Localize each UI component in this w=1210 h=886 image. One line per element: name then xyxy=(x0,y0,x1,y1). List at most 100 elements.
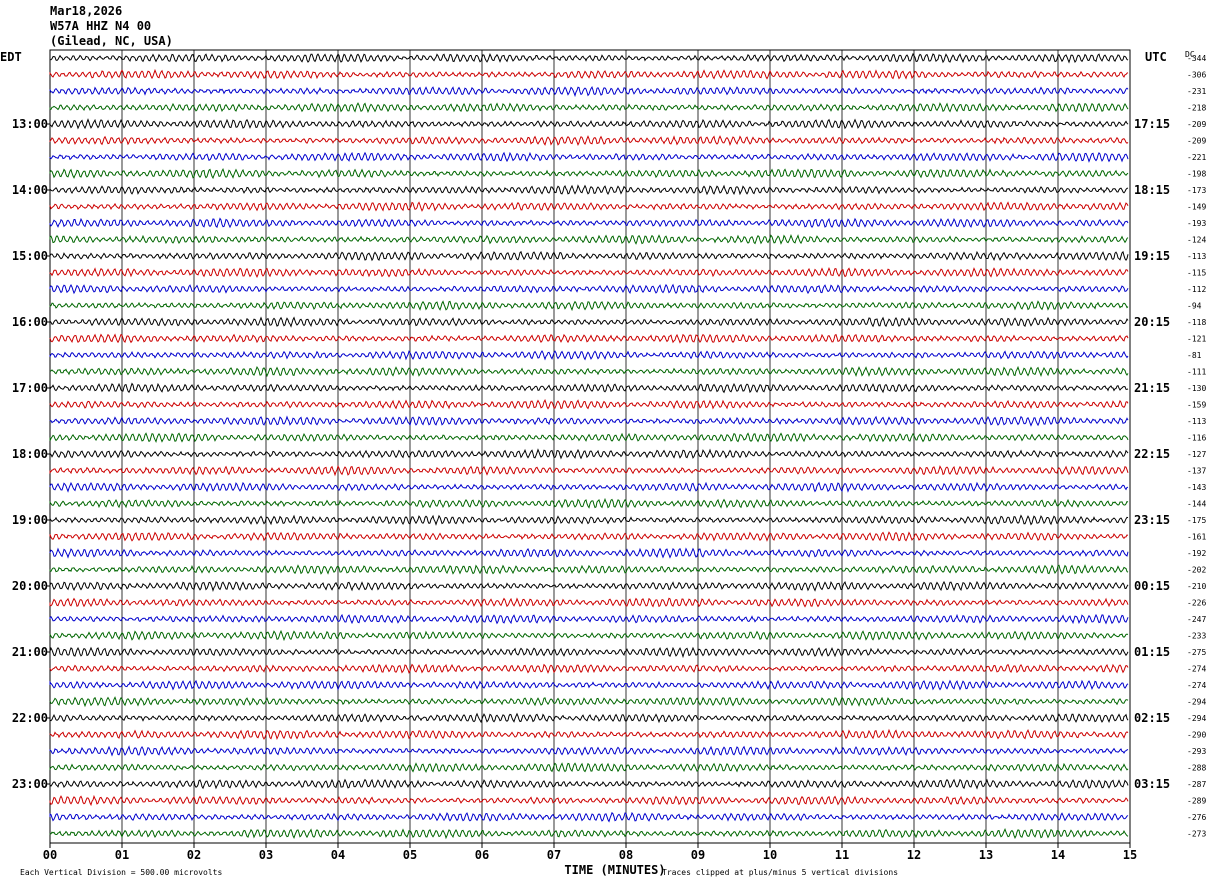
left-hour-label: 16:00 xyxy=(12,315,48,329)
dc-offset-label: -130 xyxy=(1187,384,1206,393)
x-tick-label: 10 xyxy=(763,848,777,862)
seismic-trace xyxy=(49,432,1129,443)
dc-offset-label: -231 xyxy=(1187,87,1206,96)
seismic-trace xyxy=(49,300,1129,312)
seismic-trace xyxy=(49,350,1129,361)
x-axis-title: TIME (MINUTES) xyxy=(564,863,665,877)
dc-offset-label: -289 xyxy=(1187,797,1206,806)
right-hour-label: 19:15 xyxy=(1134,249,1170,263)
seismic-trace xyxy=(49,613,1129,625)
left-hour-label: 17:00 xyxy=(12,381,48,395)
seismic-trace xyxy=(49,794,1129,807)
seismic-trace xyxy=(49,497,1129,509)
dc-offset-label: -121 xyxy=(1187,335,1206,344)
dc-offset-label: -290 xyxy=(1187,731,1206,740)
dc-offset-label: -247 xyxy=(1187,615,1206,624)
right-hour-label: 01:15 xyxy=(1134,645,1170,659)
right-timezone-label: UTC xyxy=(1145,50,1167,64)
seismic-trace xyxy=(49,811,1129,823)
dc-offset-label: -276 xyxy=(1187,813,1206,822)
dc-offset-label: -173 xyxy=(1187,186,1206,195)
dc-offset-label: -137 xyxy=(1187,467,1206,476)
right-hour-label: 20:15 xyxy=(1134,315,1170,329)
dc-offset-label: -113 xyxy=(1187,252,1206,261)
left-timezone-label: EDT xyxy=(0,50,22,64)
x-tick-label: 07 xyxy=(547,848,561,862)
x-tick-label: 09 xyxy=(691,848,705,862)
seismic-trace xyxy=(49,778,1129,790)
dc-offset-label: -127 xyxy=(1187,450,1206,459)
left-hour-label: 22:00 xyxy=(12,711,48,725)
right-hour-label: 17:15 xyxy=(1134,117,1170,131)
dc-offset-label: -118 xyxy=(1187,318,1206,327)
dc-offset-label: -287 xyxy=(1187,780,1206,789)
dc-offset-label: -124 xyxy=(1187,236,1206,245)
dc-offset-label: -288 xyxy=(1187,764,1206,773)
right-hour-label: 21:15 xyxy=(1134,381,1170,395)
axis-labels: 00 01 02 03 04 05 06 07 08 09 10 11 12 13 14 15 -344 -306… xyxy=(0,50,1206,877)
seismic-trace xyxy=(49,85,1129,98)
clip-note: Traces clipped at plus/minus 5 vertical … xyxy=(662,868,898,877)
seismic-trace xyxy=(49,481,1129,493)
right-hour-label: 02:15 xyxy=(1134,711,1170,725)
dc-offset-label: -226 xyxy=(1187,599,1206,608)
seismic-trace xyxy=(49,233,1129,245)
dc-offset-label: -81 xyxy=(1187,351,1202,360)
left-hour-label: 15:00 xyxy=(12,249,48,263)
seismic-trace xyxy=(49,167,1129,180)
x-tick-label: 08 xyxy=(619,848,633,862)
dc-offset-label: -344 xyxy=(1187,54,1206,63)
dc-offset-label: -192 xyxy=(1187,549,1206,558)
dc-offset-label: -293 xyxy=(1187,747,1206,756)
seismic-trace xyxy=(49,201,1129,212)
seismic-trace xyxy=(49,415,1129,427)
dc-offset-label: -116 xyxy=(1187,434,1206,443)
dc-offset-label: -274 xyxy=(1187,681,1206,690)
seismic-trace xyxy=(49,382,1129,394)
seismic-trace xyxy=(49,745,1129,757)
dc-offset-label: -115 xyxy=(1187,269,1206,278)
plot-date: Mar18,2026 xyxy=(50,4,123,18)
x-tick-label: 06 xyxy=(475,848,489,862)
seismic-trace xyxy=(49,217,1129,229)
seismic-trace xyxy=(49,68,1129,80)
seismic-trace xyxy=(49,762,1129,773)
dc-offset-label: -161 xyxy=(1187,533,1206,542)
dc-offset-label: -275 xyxy=(1187,648,1206,657)
seismic-trace xyxy=(49,266,1129,278)
dc-offset-label: -210 xyxy=(1187,582,1206,591)
dc-offset-label: -209 xyxy=(1187,120,1206,129)
seismic-trace xyxy=(49,712,1129,724)
x-tick-label: 14 xyxy=(1051,848,1065,862)
x-tick-label: 01 xyxy=(115,848,129,862)
seismic-trace xyxy=(49,629,1129,642)
dc-offset-label: -218 xyxy=(1187,104,1206,113)
dc-offset-label: -209 xyxy=(1187,137,1206,146)
dc-offset-label: -233 xyxy=(1187,632,1206,641)
x-tick-label: 04 xyxy=(331,848,345,862)
right-hour-label: 03:15 xyxy=(1134,777,1170,791)
dc-column-label: DC xyxy=(1185,50,1195,59)
seismic-trace xyxy=(49,316,1129,328)
seismic-trace xyxy=(49,151,1129,163)
dc-offset-label: -274 xyxy=(1187,665,1206,674)
seismic-trace xyxy=(49,728,1129,741)
seismic-trace xyxy=(49,663,1129,674)
x-tick-label: 11 xyxy=(835,848,849,862)
right-hour-label: 23:15 xyxy=(1134,513,1170,527)
x-tick-label: 03 xyxy=(259,848,273,862)
right-hour-label: 00:15 xyxy=(1134,579,1170,593)
dc-offset-label: -273 xyxy=(1187,830,1206,839)
seismic-trace xyxy=(49,135,1129,146)
station-code: W57A HHZ N4 00 xyxy=(50,19,152,33)
seismic-traces xyxy=(49,52,1129,840)
seismic-trace xyxy=(49,448,1129,460)
x-tick-label: 12 xyxy=(907,848,921,862)
dc-offset-label: -193 xyxy=(1187,219,1206,228)
seismic-trace xyxy=(49,564,1129,575)
dc-offset-label: -94 xyxy=(1187,302,1202,311)
dc-offset-label: -294 xyxy=(1187,714,1206,723)
x-tick-label: 13 xyxy=(979,848,993,862)
seismic-trace xyxy=(49,365,1129,378)
